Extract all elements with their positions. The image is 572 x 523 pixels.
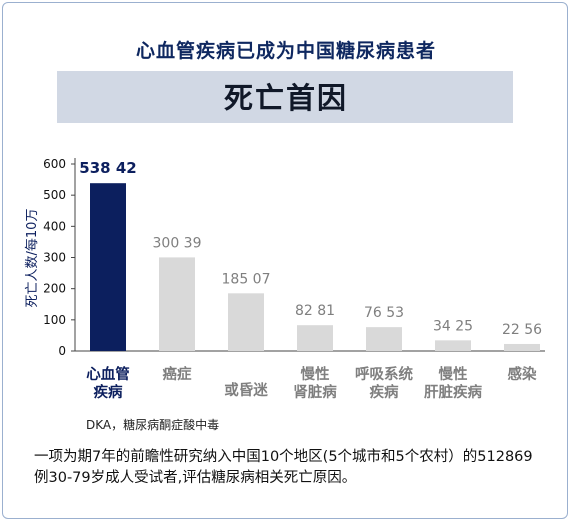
data-label: 538 42 (79, 159, 136, 177)
data-label: 76 53 (364, 305, 404, 321)
study-description: 一项为期7年的前瞻性研究纳入中国10个地区(5个城市和5个农村）的512869例… (34, 449, 533, 486)
data-label: 300 39 (153, 235, 202, 251)
category-label: 肝脏疾病 (424, 383, 482, 401)
y-tick-label: 500 (43, 188, 66, 202)
category-label: 肾脏病 (293, 383, 337, 401)
category-label: 疾病 (370, 383, 399, 401)
y-tick-label: 300 (43, 251, 66, 265)
chart-title: 心血管疾病已成为中国糖尿病患者 (135, 40, 436, 62)
bar (297, 325, 333, 351)
y-tick-label: 600 (43, 157, 66, 171)
y-tick-label: 0 (58, 344, 66, 358)
category-label: 感染 (508, 365, 537, 383)
bar (159, 257, 195, 351)
y-tick-label: 100 (43, 313, 66, 327)
chart-subtitle: 死亡首因 (223, 81, 348, 115)
category-label: 疾病 (94, 383, 123, 401)
subtitle-band (57, 71, 513, 123)
category-label: 慢性 (301, 365, 330, 383)
data-label: 82 81 (295, 303, 335, 319)
data-label: 185 07 (222, 271, 271, 287)
footnote: DKA，糖尿病酮症酸中毒 (86, 418, 220, 432)
bar (90, 183, 126, 351)
y-tick-label: 400 (43, 219, 66, 233)
y-axis-label: 死亡人数/每10万 (24, 209, 40, 308)
category-label: 慢性 (439, 365, 468, 383)
bar (228, 293, 264, 351)
bar (504, 343, 540, 351)
bar (435, 340, 471, 351)
y-tick-label: 200 (43, 282, 66, 296)
category-label: 呼吸系统 (355, 365, 413, 383)
data-label: 22 56 (502, 322, 542, 338)
category-label: 癌症 (163, 365, 192, 383)
bar (366, 327, 402, 351)
category-label: 或昏迷 (224, 381, 268, 399)
category-label: 心血管 (86, 365, 130, 383)
data-label: 34 25 (433, 318, 473, 334)
